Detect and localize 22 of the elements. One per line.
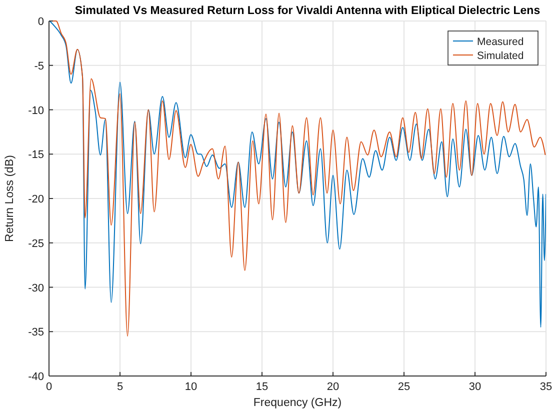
- y-tick-label: -40: [28, 371, 44, 383]
- x-tick-label: 30: [468, 381, 482, 393]
- chart-title: Simulated Vs Measured Return Loss for Vivaldi Antenna with Eliptical Dielectric Lens: [74, 5, 540, 17]
- x-tick-label: 10: [184, 381, 198, 393]
- x-tick-label: 5: [116, 381, 124, 393]
- x-tick-label: 25: [398, 381, 410, 393]
- x-tick-label: 0: [46, 381, 52, 393]
- y-tick-label: -25: [28, 238, 44, 250]
- x-tick-label: 35: [540, 381, 552, 393]
- y-tick-label: -35: [28, 326, 44, 339]
- y-tick-label: -30: [28, 282, 44, 294]
- y-tick-label: -10: [28, 104, 44, 117]
- legend-label: Measured: [477, 36, 524, 48]
- x-tick-label: 15: [256, 381, 268, 393]
- y-tick-label: 0: [38, 16, 44, 28]
- x-axis-title: Frequency (GHz): [253, 397, 342, 409]
- legend-label: Simulated: [477, 50, 524, 62]
- y-tick-label: -20: [28, 194, 44, 206]
- y-tick-label: -15: [28, 149, 44, 162]
- x-tick-label: 20: [326, 381, 340, 393]
- y-axis-title: Return Loss (dB): [4, 154, 16, 242]
- y-tick-label: -5: [34, 60, 44, 72]
